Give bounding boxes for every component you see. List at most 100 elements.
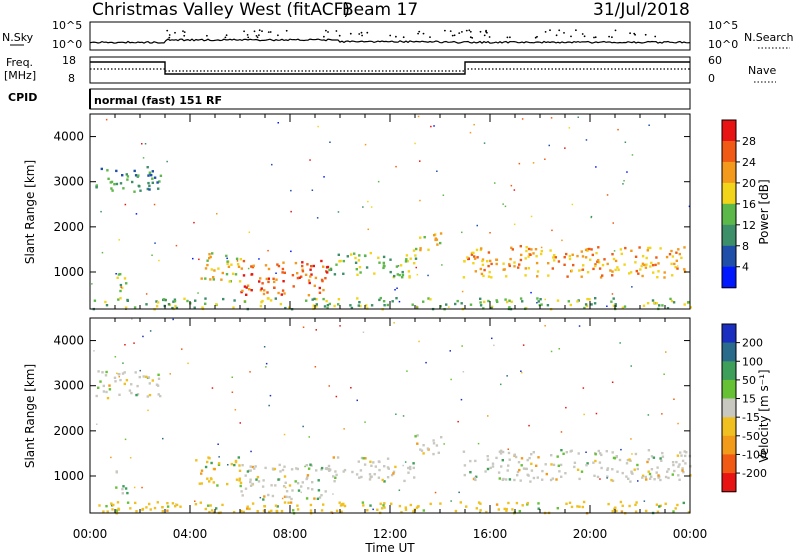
echo-cell — [422, 300, 425, 303]
power-axes: 1000 2000 3000 4000 — [53, 114, 691, 309]
echo-speck — [300, 491, 302, 494]
echo-cell — [337, 298, 341, 301]
echo-cell — [311, 481, 314, 484]
colorbar-tick-label: 12 — [742, 219, 756, 232]
echo-cell — [236, 263, 240, 266]
colorbar-tick-label: 24 — [742, 156, 756, 169]
echo-cell — [629, 480, 632, 483]
echo-cell — [427, 297, 430, 300]
date-label: 31/Jul/2018 — [593, 0, 690, 20]
echo-cell — [401, 273, 405, 277]
echo-cell — [306, 476, 309, 479]
echo-cell — [479, 304, 483, 307]
echo-cell — [266, 297, 270, 300]
echo-speck — [133, 486, 136, 489]
echo-cell — [148, 502, 151, 506]
echo-speck — [218, 456, 220, 458]
colorbar-swatch — [722, 473, 736, 493]
echo-speck — [414, 142, 416, 145]
echo-cell — [173, 298, 177, 301]
echo-cell — [95, 186, 98, 189]
echo-cell — [262, 292, 266, 296]
echo-cell — [416, 434, 419, 437]
echo-cell — [486, 260, 489, 263]
echo-cell — [567, 300, 570, 303]
echo-cell — [663, 276, 666, 279]
echo-cell — [404, 508, 408, 511]
echo-cell — [243, 300, 247, 303]
echo-cell — [264, 466, 267, 470]
echo-cell — [328, 268, 331, 272]
echo-cell — [513, 261, 516, 264]
echo-cell — [526, 503, 529, 506]
echo-cell — [660, 459, 663, 462]
echo-cell — [532, 451, 535, 454]
nave-tick-bottom: 0 — [708, 72, 715, 85]
echo-cell — [576, 300, 579, 303]
echo-cell — [568, 257, 572, 261]
nsky-point — [453, 34, 456, 37]
echo-cell — [239, 484, 242, 488]
echo-cell — [123, 277, 127, 280]
echo-cell — [108, 388, 112, 391]
echo-cell — [233, 463, 236, 467]
echo-cell — [333, 480, 336, 483]
echo-cell — [597, 259, 600, 262]
echo-cell — [657, 262, 660, 265]
echo-cell — [614, 303, 617, 306]
echo-cell — [99, 380, 102, 383]
echo-cell — [650, 261, 653, 265]
echo-cell — [636, 467, 639, 471]
echo-cell — [105, 304, 109, 307]
echo-cell — [364, 457, 367, 460]
echo-speck — [637, 480, 639, 482]
echo-cell — [651, 264, 655, 267]
echo-cell — [230, 462, 233, 466]
echo-cell — [573, 461, 577, 464]
echo-cell — [518, 468, 521, 472]
echo-cell — [102, 384, 105, 388]
echo-cell — [590, 303, 593, 306]
echo-cell — [657, 474, 660, 477]
echo-cell — [578, 505, 581, 508]
echo-cell — [586, 249, 589, 252]
echo-cell — [284, 481, 287, 484]
echo-cell — [238, 469, 242, 472]
echo-cell — [611, 270, 614, 273]
echo-cell — [490, 305, 494, 308]
echo-cell — [263, 505, 266, 508]
echo-cell — [200, 472, 203, 475]
echo-cell — [226, 260, 229, 263]
echo-cell — [246, 284, 250, 287]
echo-speck — [269, 394, 272, 397]
echo-cell — [135, 393, 138, 397]
echo-cell — [651, 299, 655, 302]
echo-cell — [325, 299, 328, 303]
echo-cell — [483, 300, 486, 304]
echo-cell — [369, 460, 372, 463]
echo-cell — [238, 477, 241, 480]
echo-speck — [362, 331, 365, 333]
echo-cell — [630, 471, 633, 474]
echo-cell — [529, 480, 532, 483]
echo-speck — [364, 143, 367, 146]
echo-cell — [395, 297, 398, 300]
echo-cell — [296, 276, 300, 280]
echo-cell — [337, 253, 340, 256]
echo-speck — [500, 383, 502, 386]
echo-cell — [149, 508, 152, 511]
echo-cell — [349, 304, 352, 307]
echo-cell — [529, 253, 532, 256]
echo-cell — [519, 297, 523, 300]
echo-speck — [268, 404, 270, 407]
echo-cell — [481, 263, 485, 267]
echo-cell — [606, 467, 610, 470]
echo-cell — [470, 251, 474, 255]
echo-cell — [337, 303, 340, 306]
echo-cell — [551, 477, 554, 480]
echo-cell — [334, 470, 337, 473]
echo-cell — [105, 505, 108, 508]
echo-cell — [322, 265, 325, 268]
echo-cell — [133, 169, 136, 173]
echo-cell — [322, 503, 325, 506]
